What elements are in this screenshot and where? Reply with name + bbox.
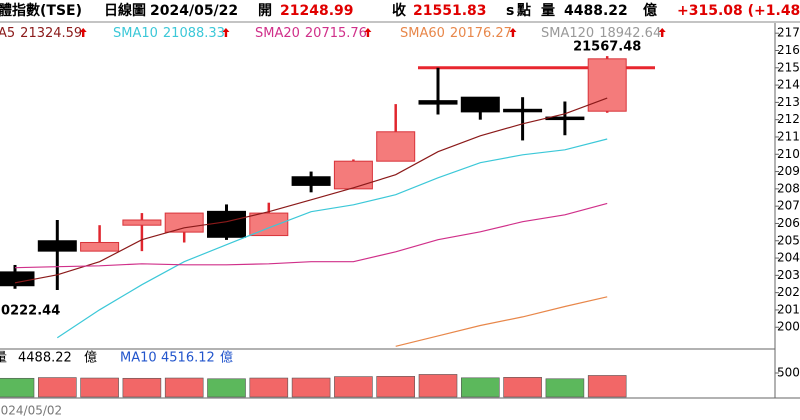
candle-body: [37, 240, 77, 252]
y-tick-label: 21000: [777, 147, 800, 161]
candle-body: [164, 212, 204, 233]
volume-legend-unit: 億: [84, 350, 97, 366]
volume-bar: [37, 377, 77, 398]
y-tick-label: 20200: [777, 285, 800, 299]
volume-label: 量: [541, 3, 555, 19]
y-tick-label: 20900: [777, 164, 800, 178]
legend-value: 20176.27: [450, 26, 512, 41]
period: 日線圖: [104, 2, 146, 19]
legend-entry: SMA60 20176.27: [400, 26, 512, 41]
volume-value: 4488.22: [564, 3, 628, 19]
high-label: 21567.48: [573, 40, 641, 55]
volume-bar: [587, 375, 627, 398]
y-tick-label: 20800: [777, 181, 800, 195]
x-tick-label: 2024/05/02: [0, 404, 62, 418]
ma-line: [395, 296, 608, 347]
index-name: 體指數(TSE): [0, 2, 82, 19]
ma-line: [56, 138, 608, 339]
volume-bar: [122, 377, 162, 398]
ma-line: [14, 97, 608, 284]
legend-name: SMA120: [541, 26, 594, 41]
legend-arrow: [222, 28, 230, 37]
y-tick-label: 20400: [777, 251, 800, 265]
legend-arrow: [658, 28, 666, 37]
volume-bar: [291, 377, 331, 398]
legend-value: 18942.64: [599, 26, 661, 41]
volume-unit: 億: [643, 2, 657, 19]
volume-ma-value: 4516.12: [161, 351, 215, 366]
candle-body: [333, 160, 373, 190]
y-tick-label: 20700: [777, 199, 800, 213]
legend-entry: SMA120 18942.64: [541, 26, 661, 41]
volume-bar: [207, 378, 246, 398]
open-label: 開: [258, 3, 272, 19]
legend-name: SMA10: [113, 26, 158, 41]
volume-legend-value: 4488.22: [18, 351, 72, 366]
legend-entry: SMA10 21088.33: [113, 26, 225, 41]
y-tick-label: 20100: [777, 302, 800, 316]
legend-arrow: [364, 28, 372, 37]
legend-entry: A5 21324.59: [0, 26, 82, 41]
y-tick-label: 21700: [777, 26, 800, 40]
volume-bar: [376, 376, 416, 398]
volume-bar: [249, 377, 289, 398]
candle-body: [80, 241, 120, 252]
low-label: 20222.44: [0, 303, 60, 318]
candle-body: [503, 108, 543, 113]
y-tick-label: 21500: [777, 60, 800, 74]
volume-bar: [164, 377, 204, 398]
volume-bar: [460, 377, 500, 398]
candle-body: [460, 96, 500, 113]
candle-body: [207, 210, 246, 238]
candle-body: [376, 131, 416, 162]
y-tick-label: 21400: [777, 78, 800, 92]
legend-name: A5: [0, 26, 15, 41]
s-mark: s: [506, 3, 514, 19]
legend-value: 20715.76: [305, 26, 367, 41]
y-tick-label: 20000: [777, 320, 800, 334]
y-tick-label: 21600: [777, 43, 800, 57]
volume-legend-label: 量: [0, 351, 7, 366]
date: 2024/05/22: [150, 3, 238, 19]
volume-ma-label: MA10: [120, 351, 157, 366]
legend-name: SMA60: [400, 26, 445, 41]
candle-body: [122, 219, 162, 226]
y-tick-label: 21300: [777, 95, 800, 109]
legend-arrow: [79, 28, 87, 37]
ma-line: [14, 202, 608, 269]
volume-bar: [503, 377, 542, 398]
y-tick-label: 20300: [777, 268, 800, 282]
legend-value: 21088.33: [163, 26, 225, 41]
volume-tick-label: 5000: [777, 366, 800, 380]
close-label: 收: [392, 2, 407, 19]
header: 體指數(TSE) 日線圖 2024/05/22 開 21248.99 收 215…: [0, 2, 800, 23]
unit: 點: [517, 2, 531, 19]
y-tick-label: 20600: [777, 216, 800, 230]
y-tick-label: 20500: [777, 233, 800, 247]
candle-body: [418, 100, 458, 105]
legend-arrow: [509, 28, 517, 37]
volume-bar: [80, 377, 119, 398]
candle-body: [249, 212, 289, 237]
close-value: 21551.83: [413, 3, 487, 19]
legend-entry: SMA20 20715.76: [255, 26, 367, 41]
volume-bar: [545, 378, 585, 398]
change: +315.08 (+1.48%): [677, 3, 800, 19]
volume-bar: [0, 377, 35, 398]
y-tick-label: 21200: [777, 112, 800, 126]
open-value: 21248.99: [280, 3, 354, 19]
legend-value: 21324.59: [20, 26, 82, 41]
y-tick-label: 21100: [777, 129, 800, 143]
candle-body: [291, 176, 331, 186]
legend-name: SMA20: [255, 26, 300, 41]
volume-bar: [418, 374, 458, 398]
candle-body: [0, 271, 35, 287]
volume-ma-unit: 億: [220, 350, 233, 366]
volume-bar: [334, 376, 373, 398]
